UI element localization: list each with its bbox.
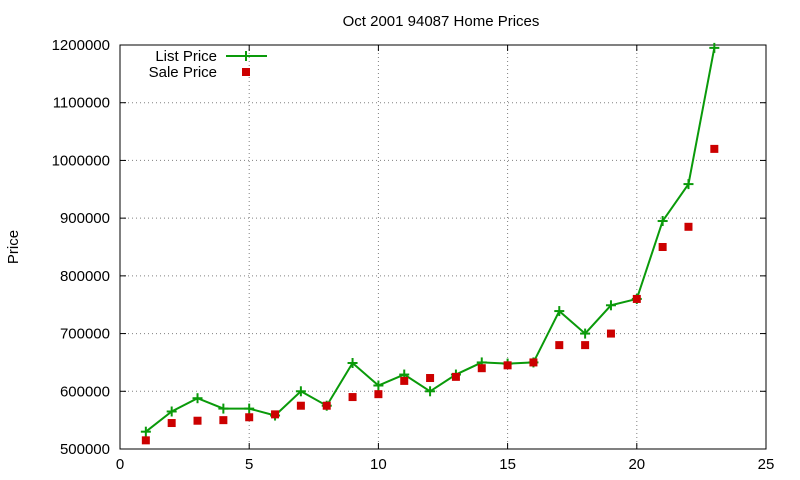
series-layer <box>140 42 720 445</box>
data-point-sale-price <box>219 416 228 425</box>
y-tick-label: 600000 <box>60 383 110 400</box>
data-point-sale-price <box>426 374 435 383</box>
legend-marker-sale-price <box>242 68 250 76</box>
data-point-list-price <box>580 328 591 339</box>
data-point-sale-price <box>503 361 512 370</box>
x-tick-label: 10 <box>370 456 387 473</box>
legend-swatch-sale-price <box>242 68 250 76</box>
data-point-list-price <box>554 306 565 317</box>
data-point-sale-price <box>451 372 460 381</box>
x-tick-label: 0 <box>116 456 124 473</box>
data-point-sale-price <box>374 390 383 399</box>
data-point-sale-price <box>581 341 590 350</box>
data-point-sale-price <box>193 416 202 425</box>
legend: List Price Sale Price <box>149 48 267 81</box>
y-tick-label: 1100000 <box>53 95 110 112</box>
grid-lines <box>120 45 766 449</box>
legend-marker-list-price <box>241 51 251 61</box>
data-point-list-price <box>657 216 668 227</box>
legend-swatch-list-price <box>226 51 267 61</box>
y-tick-label: 700000 <box>60 326 110 343</box>
data-point-sale-price <box>710 144 719 153</box>
data-point-list-price <box>605 300 616 311</box>
x-tick-label: 15 <box>499 456 516 473</box>
x-tick-label: 20 <box>628 456 645 473</box>
data-point-sale-price <box>271 410 280 419</box>
data-point-sale-price <box>632 294 641 303</box>
data-point-sale-price <box>400 376 409 385</box>
y-tick-label: 1200000 <box>52 37 110 54</box>
x-tick-label: 5 <box>245 456 253 473</box>
data-point-sale-price <box>167 419 176 428</box>
data-point-sale-price <box>477 364 486 373</box>
data-point-sale-price <box>296 401 305 410</box>
data-point-list-price <box>425 386 436 397</box>
y-tick-labels: 500000 600000 700000 800000 900000 1000000 110… <box>52 37 110 458</box>
y-tick-label: 500000 <box>60 441 110 458</box>
data-point-sale-price <box>141 436 150 445</box>
x-tick-labels: 0 5 10 15 20 25 <box>116 456 775 473</box>
y-axis-label: Price <box>5 230 22 264</box>
data-point-list-price <box>373 380 384 391</box>
data-point-list-price <box>295 386 306 397</box>
data-point-sale-price <box>658 243 667 251</box>
data-point-list-price <box>218 403 229 414</box>
data-point-list-price <box>709 42 720 53</box>
plot-frame <box>119 44 767 450</box>
data-point-sale-price <box>555 341 564 350</box>
y-tick-label: 1000000 <box>52 152 110 169</box>
data-point-sale-price <box>245 413 254 422</box>
data-point-list-price <box>192 393 203 404</box>
y-tick-label: 900000 <box>60 210 110 227</box>
data-point-sale-price <box>684 222 693 231</box>
legend-label-list-price: List Price <box>155 48 217 65</box>
data-point-sale-price <box>348 393 357 402</box>
data-point-sale-price <box>322 401 331 410</box>
x-tick-label: 25 <box>758 456 775 473</box>
chart-title: Oct 2001 94087 Home Prices <box>343 13 540 30</box>
data-point-list-price <box>683 179 694 190</box>
data-point-sale-price <box>606 329 615 338</box>
data-point-list-price <box>140 426 151 437</box>
data-point-list-price <box>244 403 255 414</box>
data-point-list-price <box>166 406 177 417</box>
axis-ticks <box>119 44 767 450</box>
legend-label-sale-price: Sale Price <box>149 64 217 81</box>
data-point-sale-price <box>529 358 538 367</box>
data-point-list-price <box>347 358 358 369</box>
y-tick-label: 800000 <box>60 268 110 285</box>
